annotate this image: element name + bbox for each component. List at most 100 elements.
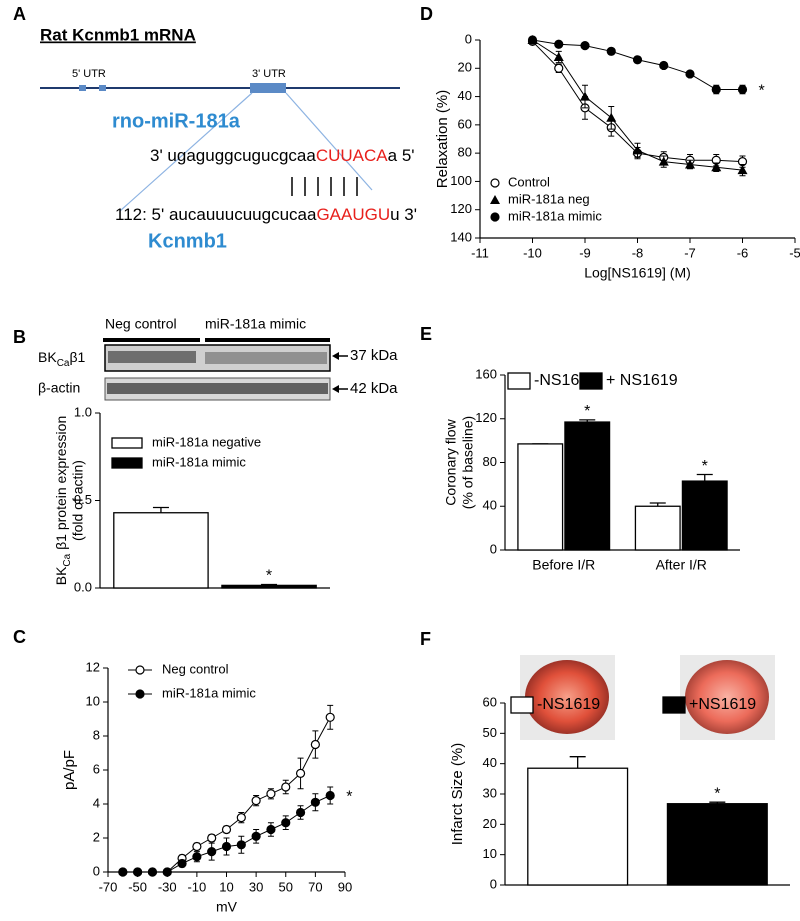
marker bbox=[659, 60, 669, 71]
seed-part: GAAUGU bbox=[316, 205, 390, 224]
legend-label: miR-181a mimic bbox=[508, 208, 602, 223]
blot: Neg control miR-181a mimic BKCaβ1 β-acti… bbox=[38, 316, 398, 401]
y-tick-label: 120 bbox=[450, 201, 472, 216]
y-tick-label: 10 bbox=[483, 846, 497, 861]
x-tick-label: -30 bbox=[158, 879, 177, 894]
y-axis-label: BKCa β1 protein expression bbox=[53, 416, 73, 586]
error-bar bbox=[152, 506, 169, 513]
marker bbox=[737, 84, 748, 95]
utr-box bbox=[250, 83, 286, 93]
marker bbox=[310, 797, 320, 807]
diagram-title: Rat Kcnmb1 mRNA bbox=[40, 25, 196, 44]
x-tick-label: -9 bbox=[579, 245, 591, 260]
y-tick-label: 0 bbox=[490, 541, 497, 556]
marker bbox=[711, 162, 722, 172]
bar bbox=[517, 443, 564, 551]
x-tick-label: After I/R bbox=[656, 557, 707, 573]
marker bbox=[632, 55, 643, 65]
legend-label: miR-181a negative bbox=[152, 434, 261, 449]
y-axis-label: Infarct Size (%) bbox=[449, 743, 466, 846]
marker bbox=[133, 867, 143, 877]
seq-part: a 5' bbox=[388, 146, 415, 165]
x-tick-label: -11 bbox=[471, 245, 489, 260]
target-name: Kcnmb1 bbox=[148, 230, 227, 252]
marker bbox=[580, 91, 590, 101]
marker bbox=[192, 841, 202, 852]
arrow-head bbox=[332, 385, 339, 393]
x-tick-label: -8 bbox=[632, 245, 644, 260]
marker bbox=[147, 867, 158, 877]
marker bbox=[580, 41, 590, 51]
marker bbox=[685, 69, 695, 79]
y-tick-label: 40 bbox=[458, 88, 472, 103]
marker bbox=[281, 818, 291, 828]
marker bbox=[266, 789, 276, 799]
blot-row-label: β-actin bbox=[38, 380, 80, 396]
legend-label: +NS1619 bbox=[689, 696, 756, 713]
annotation: * bbox=[702, 458, 708, 475]
y-tick-label: 30 bbox=[483, 785, 497, 800]
marker bbox=[554, 39, 564, 49]
blot-size: 42 kDa bbox=[350, 380, 398, 397]
y-tick-label: 20 bbox=[458, 60, 472, 75]
y-tick-label: 80 bbox=[483, 454, 497, 469]
target-seq: 112: 5' aucauuucuugcucaaGAAUGUu 3' bbox=[115, 205, 417, 224]
legend-swatch bbox=[507, 372, 531, 390]
arrow-head bbox=[332, 352, 339, 360]
marker bbox=[135, 689, 145, 699]
y-tick-label: 60 bbox=[458, 116, 472, 131]
y-tick-label: 160 bbox=[475, 366, 497, 381]
marker bbox=[236, 812, 246, 823]
marker bbox=[266, 824, 276, 835]
legend-label: Neg control bbox=[162, 661, 229, 676]
panel-letter: F bbox=[420, 629, 431, 649]
marker bbox=[490, 195, 500, 204]
legend-label: Control bbox=[508, 174, 550, 189]
marker bbox=[118, 867, 128, 877]
x-axis-label: Log[NS1619] (M) bbox=[584, 265, 691, 281]
annotation: * bbox=[714, 785, 720, 802]
x-tick-label: -70 bbox=[99, 879, 118, 894]
marker bbox=[295, 768, 306, 779]
x-tick-label: 90 bbox=[338, 879, 352, 894]
marker bbox=[325, 790, 335, 801]
y-tick-label: 100 bbox=[450, 173, 472, 188]
marker bbox=[251, 831, 261, 841]
marker bbox=[295, 807, 306, 818]
legend-label: miR-181a mimic bbox=[162, 685, 256, 700]
seq-part: 112: 5' aucauuucuugcucaa bbox=[115, 205, 317, 224]
y-tick-label: 120 bbox=[475, 410, 497, 425]
utr-box bbox=[99, 85, 106, 91]
annotation: * bbox=[584, 403, 590, 420]
blot-group: Neg control bbox=[105, 316, 177, 332]
y-tick-label: 0 bbox=[93, 863, 100, 878]
marker bbox=[192, 852, 202, 862]
y-axis-label: (% of baseline) bbox=[460, 416, 476, 509]
panel-letter: B bbox=[13, 327, 26, 347]
error-bar bbox=[696, 473, 713, 482]
legend-label: miR-181a mimic bbox=[152, 454, 246, 469]
bar bbox=[221, 584, 317, 589]
marker bbox=[207, 833, 217, 843]
y-tick-label: 0 bbox=[490, 876, 497, 891]
utr-label: 5' UTR bbox=[72, 68, 106, 80]
annotation: * bbox=[346, 789, 352, 806]
y-tick-label: 140 bbox=[450, 229, 472, 244]
blot-row-label: BKCaβ1 bbox=[38, 349, 86, 369]
bar bbox=[681, 480, 728, 551]
utr-box bbox=[79, 85, 86, 91]
y-tick-label: 10 bbox=[86, 693, 100, 708]
y-tick-label: 60 bbox=[483, 694, 497, 709]
annotation: * bbox=[759, 83, 765, 100]
x-tick-label: Before I/R bbox=[532, 557, 595, 573]
marker bbox=[711, 84, 721, 95]
panel-letter: D bbox=[420, 4, 433, 24]
legend-swatch bbox=[111, 437, 143, 449]
marker bbox=[490, 178, 500, 188]
panel-a: A Rat Kcnmb1 mRNA 5' UTR 3' UTR rno-miR-… bbox=[13, 4, 417, 253]
marker bbox=[135, 665, 145, 675]
x-tick-label: -10 bbox=[523, 245, 542, 260]
legend-swatch bbox=[111, 457, 143, 469]
marker bbox=[325, 712, 335, 722]
y-tick-label: 50 bbox=[483, 725, 497, 740]
